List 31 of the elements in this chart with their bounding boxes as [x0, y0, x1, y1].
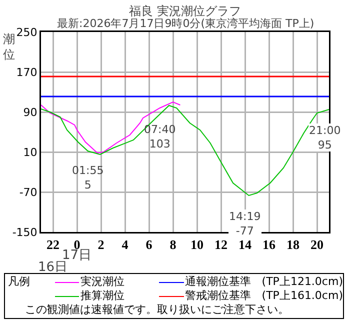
legend-title: 凡例	[7, 275, 31, 289]
line-series	[41, 102, 181, 154]
annotation: 21:00 95	[309, 124, 341, 152]
x-tick-label: 12	[214, 237, 228, 252]
y-tick-label: 10	[23, 146, 38, 159]
annotation: 01:55 5	[72, 164, 104, 192]
y-tick-label: 90	[23, 106, 38, 119]
annotation: 07:40 103	[144, 123, 176, 150]
chart-subtitle: 最新:2026年7月17日9時0分(東京湾平均海面 TP上)	[57, 17, 314, 30]
x-tick-label: 2	[98, 237, 104, 252]
x-tick-label: 4	[122, 237, 129, 252]
x-tick-label: 14	[238, 237, 252, 252]
annotation: 14:19 -77	[229, 210, 261, 238]
x-tick-label: 16	[262, 237, 276, 252]
text: この観測値は速報値です。取り扱いにご注意下さい。	[24, 303, 290, 317]
x-tick-label: 18	[286, 237, 300, 252]
legend-label: 実況潮位	[80, 275, 126, 289]
y-tick-label: 170	[16, 66, 38, 79]
chart-title: 福良 実況潮位グラフ	[129, 4, 241, 18]
x-tick-label: 10	[190, 237, 204, 252]
legend-label: 警戒潮位基準 (TP上161.0cm)	[184, 289, 343, 303]
x-tick-label: 8	[170, 237, 177, 252]
x-tick-label: 20	[310, 237, 324, 252]
legend-label: 推算潮位	[80, 289, 126, 303]
x-tick-label: 6	[146, 237, 153, 252]
y-tick-label: -150	[12, 226, 38, 239]
y-axis-title: 潮位	[3, 32, 15, 62]
legend-label: 通報潮位基準 (TP上121.0cm)	[184, 275, 343, 289]
x-tick-label: 22	[46, 237, 60, 252]
y-tick-label: 250	[16, 26, 38, 39]
y-tick-label: -70	[19, 186, 38, 199]
